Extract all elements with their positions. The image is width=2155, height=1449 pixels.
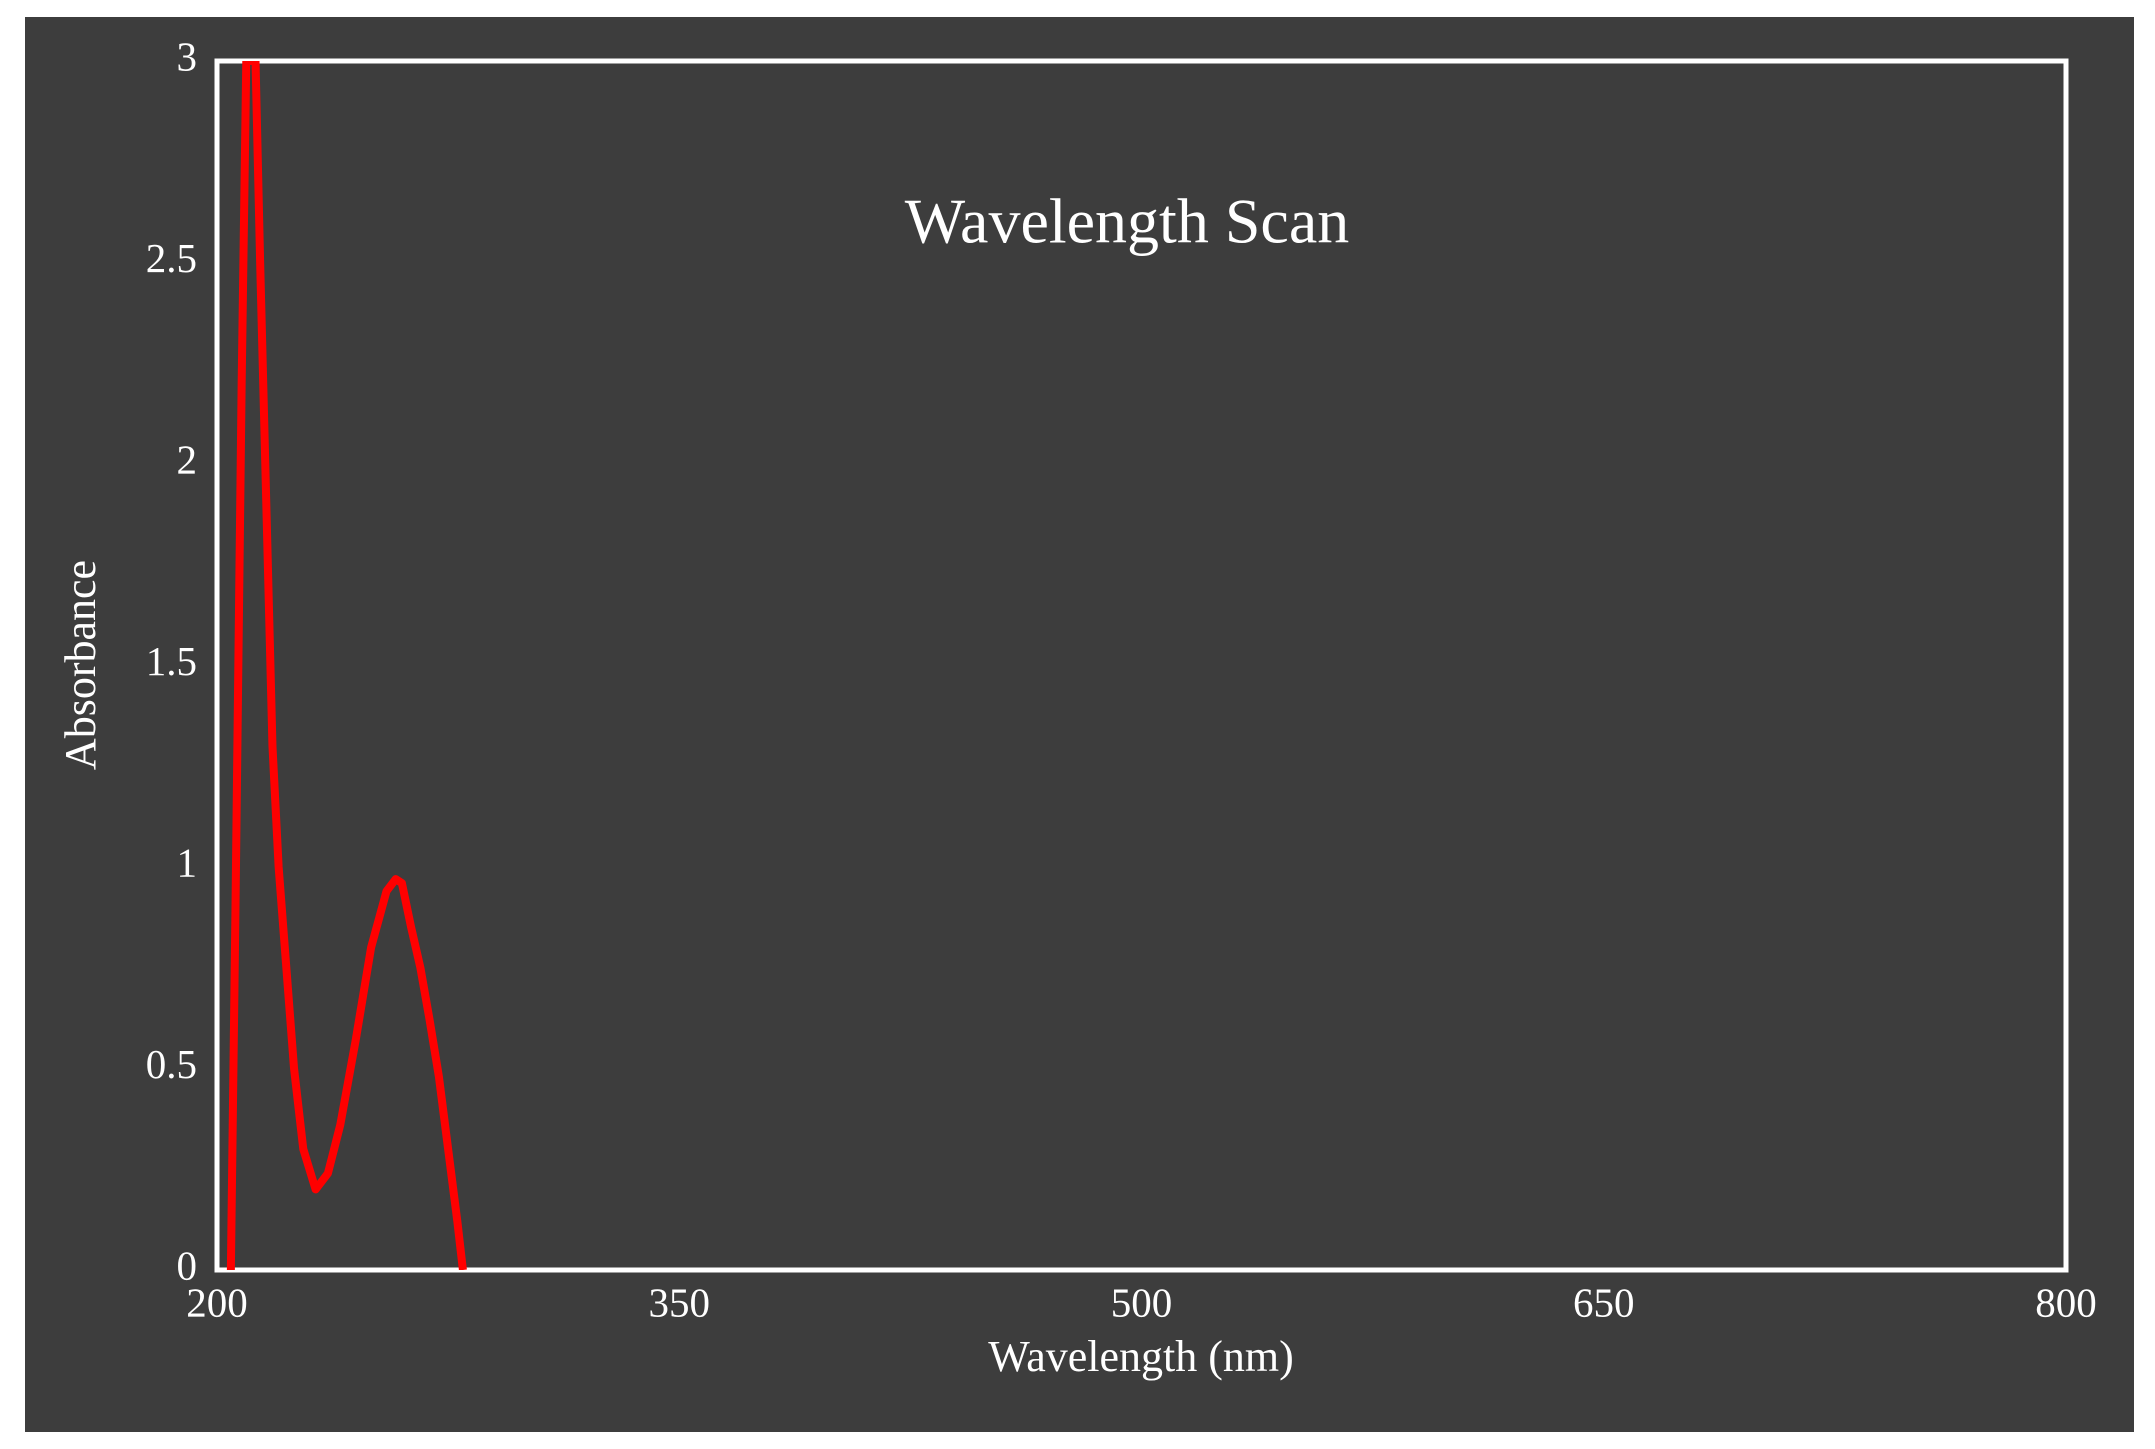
- x-tick-label: 650: [1573, 1279, 1635, 1325]
- y-tick-label: 2.5: [146, 235, 197, 281]
- y-tick-label: 1.5: [146, 638, 197, 684]
- plot-frame: [214, 58, 2069, 1273]
- y-tick-label: 3: [177, 33, 198, 79]
- data-line: [226, 61, 467, 1270]
- y-tick-label: 0: [177, 1242, 198, 1288]
- x-tick-label: 200: [186, 1279, 248, 1325]
- plot-series: [226, 61, 467, 1270]
- y-tick-label: 1: [177, 839, 198, 885]
- x-tick-label: 800: [2035, 1279, 2097, 1325]
- y-tick-label: 0.5: [146, 1041, 197, 1087]
- x-tick-label: 500: [1111, 1279, 1173, 1325]
- y-axis-label: Absorbance: [56, 560, 105, 770]
- x-axis-label: Wavelength (nm): [988, 1332, 1294, 1381]
- y-tick-label: 2: [177, 436, 198, 482]
- x-tick-label: 350: [649, 1279, 711, 1325]
- chart-background: [25, 17, 2134, 1432]
- chart-title: Wavelength Scan: [905, 186, 1349, 257]
